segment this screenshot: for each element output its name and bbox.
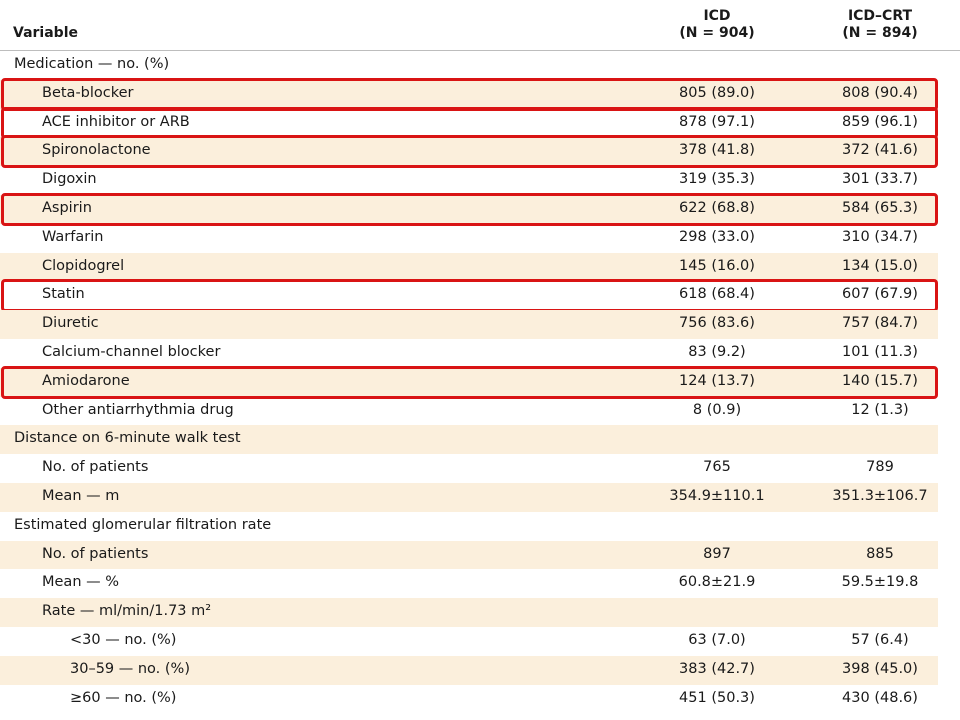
table-row: Diuretic 756 (83.6) 757 (84.7) [0,310,938,339]
icd-crt-value: 12 (1.3) [851,401,909,418]
table-row: Clopidogrel 145 (16.0) 134 (15.0) [0,252,938,282]
table-row: Calcium-channel blocker 83 (9.2) 101 (11.3… [0,339,938,368]
icd-value: 8 (0.9) [692,401,742,418]
table-row: No. of patients 897 885 [0,540,938,570]
table-row: Statin 618 (68.4) 607 (67.9) [0,281,938,310]
table-row: Mean — m 354.9±110.1 351.3±106.7 [0,482,938,512]
icd-value: 60.8±21.9 [678,574,756,591]
row-label: 30–59 — no. (%) [70,660,190,677]
icd-crt-value: 607 (67.9) [842,286,918,303]
icd-value: 897 [703,545,731,562]
icd-value: 354.9±110.1 [669,487,765,504]
table-row: 30–59 — no. (%) 383 (42.7) 398 (45.0) [0,655,938,685]
icd-crt-column-header: ICD–CRT (N = 894) [810,8,950,42]
row-label: <30 — no. (%) [70,631,177,648]
icd-value: 378 (41.8) [679,142,755,159]
icd-crt-value: 372 (41.6) [842,142,918,159]
table-row: Aspirin 622 (68.8) 584 (65.3) [0,194,938,224]
table-row: ≥60 — no. (%) 451 (50.3) 430 (48.6) [0,685,938,714]
icd-crt-value: 310 (34.7) [842,228,918,245]
row-label: Digoxin [42,171,97,188]
icd-crt-value: 859 (96.1) [842,113,918,130]
icd-crt-value: 789 [866,459,894,476]
row-label: No. of patients [42,545,149,562]
table-row: Digoxin 319 (35.3) 301 (33.7) [0,166,938,195]
icd-value: 805 (89.0) [679,84,755,101]
row-label: Aspirin [42,199,92,216]
table-row: Beta-blocker 805 (89.0) 808 (90.4) [0,79,938,109]
icd-value: 878 (97.1) [679,113,755,130]
row-label: Diuretic [42,315,99,332]
icd-value: 63 (7.0) [688,631,746,648]
icd-value: 756 (83.6) [679,315,755,332]
icd-crt-column-name: ICD–CRT [847,8,913,24]
icd-crt-value: 301 (33.7) [842,171,918,188]
section-row: Distance on 6-minute walk test [0,425,938,455]
row-label: ≥60 — no. (%) [70,689,177,706]
table-row: Rate — ml/min/1.73 m² [0,598,938,627]
icd-crt-value: 140 (15.7) [842,372,918,389]
section-label: Medication — no. (%) [14,56,170,72]
table-row: Amiodarone 124 (13.7) 140 (15.7) [0,367,938,397]
icd-crt-value: 351.3±106.7 [832,487,928,504]
row-label: Amiodarone [42,372,130,389]
icd-value: 124 (13.7) [679,372,755,389]
row-label: Mean — m [42,487,120,504]
row-label: Beta-blocker [42,84,134,101]
variable-column-header: Variable [13,25,78,41]
row-label: No. of patients [42,459,149,476]
table-header: Variable ICD (N = 904) ICD–CRT (N = 894) [0,0,960,51]
icd-column-count: (N = 904) [679,25,755,41]
icd-value: 451 (50.3) [679,689,755,706]
icd-value: 319 (35.3) [679,171,755,188]
section-row: Estimated glomerular filtration rate [0,512,938,541]
row-label: Warfarin [42,228,104,245]
icd-crt-value: 885 [866,545,894,562]
icd-crt-value: 808 (90.4) [842,84,918,101]
icd-crt-value: 398 (45.0) [842,660,918,677]
table-row: Mean — % 60.8±21.9 59.5±19.8 [0,569,938,598]
row-label: Spironolactone [42,142,151,159]
section-row: Medication — no. (%) [0,51,938,80]
row-label: Statin [42,286,85,303]
icd-crt-value: 430 (48.6) [842,689,918,706]
row-label: Other antiarrhythmia drug [42,401,234,418]
row-label: Rate — ml/min/1.73 m² [42,603,212,620]
icd-crt-value: 584 (65.3) [842,199,918,216]
icd-value: 622 (68.8) [679,199,755,216]
icd-crt-column-count: (N = 894) [842,25,918,41]
icd-crt-value: 101 (11.3) [842,343,918,360]
table-row: <30 — no. (%) 63 (7.0) 57 (6.4) [0,627,938,656]
row-label: ACE inhibitor or ARB [42,113,190,130]
icd-crt-value: 757 (84.7) [842,315,918,332]
icd-crt-value: 57 (6.4) [851,631,909,648]
section-label: Distance on 6-minute walk test [14,430,241,447]
row-label: Mean — % [42,574,120,591]
icd-column-name: ICD [703,8,731,24]
icd-crt-value: 134 (15.0) [842,257,918,274]
table-row: Other antiarrhythmia drug 8 (0.9) 12 (1.3) [0,397,938,426]
icd-value: 83 (9.2) [688,343,746,360]
icd-column-header: ICD (N = 904) [647,8,787,42]
icd-crt-value: 59.5±19.8 [841,574,919,591]
icd-value: 145 (16.0) [679,257,755,274]
icd-value: 383 (42.7) [679,660,755,677]
table-body: Medication — no. (%) Beta-blocker 805 (89.… [0,51,938,713]
table-row: Warfarin 298 (33.0) 310 (34.7) [0,224,938,253]
icd-value: 298 (33.0) [679,228,755,245]
icd-value: 765 [703,459,731,476]
icd-value: 618 (68.4) [679,286,755,303]
table-row: Spironolactone 378 (41.8) 372 (41.6) [0,137,938,167]
table-row: ACE inhibitor or ARB 878 (97.1) 859 (96.1) [0,109,938,138]
section-label: Estimated glomerular filtration rate [14,516,272,533]
row-label: Clopidogrel [42,257,125,274]
table-row: No. of patients 765 789 [0,454,938,483]
row-label: Calcium-channel blocker [42,343,221,360]
